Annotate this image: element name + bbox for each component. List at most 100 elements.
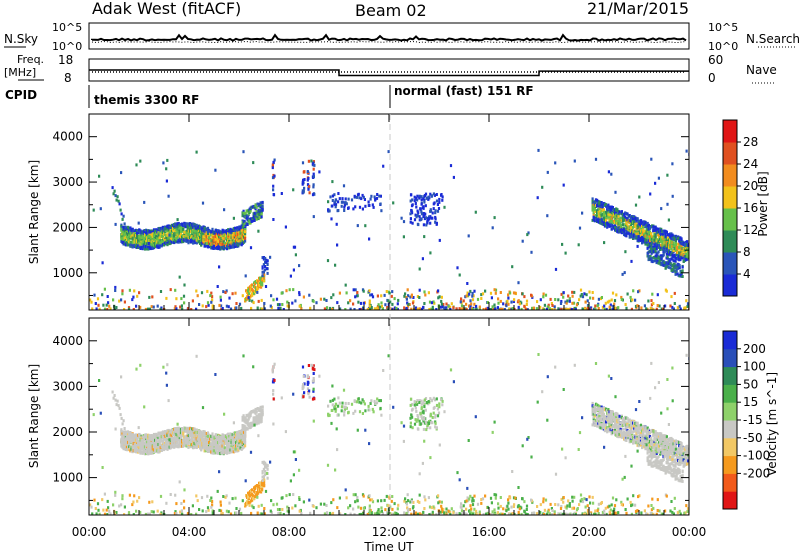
power-echo	[338, 197, 341, 201]
power-echo	[244, 230, 247, 234]
power-echo	[656, 304, 659, 307]
power-echo	[331, 194, 334, 198]
power-echo	[651, 241, 654, 245]
power-echo	[310, 159, 313, 163]
power-echo	[678, 266, 681, 270]
power-echo	[418, 296, 421, 299]
power-echo	[241, 236, 244, 240]
power-echo	[486, 301, 489, 304]
power-echo	[133, 234, 136, 238]
power-echo	[112, 298, 115, 302]
power-colorbar-swatch	[723, 164, 737, 187]
power-echo	[115, 198, 118, 202]
velocity-echo	[160, 431, 163, 435]
power-echo	[565, 301, 568, 305]
power-echo	[438, 238, 441, 242]
power-echo	[410, 294, 413, 298]
power-echo	[183, 234, 186, 238]
velocity-echo	[142, 434, 145, 437]
power-echo	[603, 304, 606, 308]
power-echo	[441, 305, 444, 309]
power-echo	[173, 237, 176, 241]
power-echo	[269, 255, 272, 259]
power-echo	[687, 243, 689, 247]
power-echo	[642, 225, 645, 229]
power-echo	[244, 234, 247, 238]
power-echo	[318, 170, 321, 174]
power-echo	[259, 204, 262, 207]
power-echo	[124, 225, 127, 229]
power-echo	[358, 196, 361, 200]
power-echo	[195, 223, 198, 227]
power-echo	[565, 307, 568, 310]
power-echo	[654, 254, 657, 258]
power-echo	[428, 308, 431, 310]
power-echo	[429, 307, 432, 310]
power-echo	[292, 188, 295, 192]
power-echo	[597, 220, 600, 224]
power-echo	[262, 270, 265, 274]
power-echo	[169, 241, 172, 245]
power-echo	[494, 288, 498, 292]
power-echo	[393, 297, 396, 301]
power-echo	[536, 300, 539, 304]
power-echo	[261, 200, 264, 204]
power-echo	[252, 161, 255, 165]
power-echo	[603, 307, 607, 310]
power-echo	[671, 253, 674, 257]
power-echo	[615, 221, 618, 225]
power-echo	[589, 296, 592, 300]
power-echo	[169, 233, 172, 236]
power-echo	[344, 283, 347, 287]
power-echo	[248, 298, 251, 302]
power-echo	[615, 208, 618, 212]
power-echo	[623, 229, 626, 233]
power-echo	[407, 302, 410, 306]
power-echo	[597, 215, 600, 219]
power-echo	[201, 230, 204, 234]
power-echo	[511, 265, 514, 269]
power-echo	[391, 290, 394, 294]
power-echo	[416, 194, 419, 198]
power-echo	[151, 242, 154, 246]
power-echo	[672, 267, 675, 271]
power-echo	[681, 265, 684, 269]
power-echo	[308, 185, 311, 189]
velocity-echo	[154, 449, 157, 453]
power-echo	[419, 218, 422, 222]
power-echo	[615, 213, 618, 217]
power-echo	[409, 217, 412, 221]
power-echo	[637, 222, 640, 225]
power-echo	[232, 239, 235, 243]
power-echo	[270, 294, 273, 298]
power-echo	[129, 226, 132, 230]
power-echo	[272, 184, 275, 188]
frequency-line	[89, 69, 689, 77]
power-echo	[460, 304, 464, 308]
power-echo	[664, 266, 667, 270]
power-echo	[572, 301, 576, 305]
power-echo	[362, 301, 365, 305]
power-echo	[573, 306, 576, 310]
power-echo	[308, 293, 311, 297]
power-echo	[172, 228, 175, 232]
power-echo	[633, 222, 636, 226]
velocity-echo	[174, 430, 177, 434]
power-echo	[416, 307, 419, 310]
power-echo	[228, 243, 231, 247]
power-echo	[372, 205, 375, 209]
power-colorbar-swatch	[723, 142, 737, 165]
velocity-echo	[138, 439, 141, 443]
power-echo	[151, 230, 154, 234]
power-echo	[536, 196, 539, 200]
power-echo	[223, 241, 226, 245]
power-echo	[234, 306, 237, 310]
velocity-echo	[178, 428, 181, 432]
power-echo	[637, 290, 640, 294]
power-echo	[423, 213, 426, 217]
power-echo	[313, 163, 316, 167]
power-echo	[604, 301, 607, 305]
power-echo	[459, 308, 462, 310]
